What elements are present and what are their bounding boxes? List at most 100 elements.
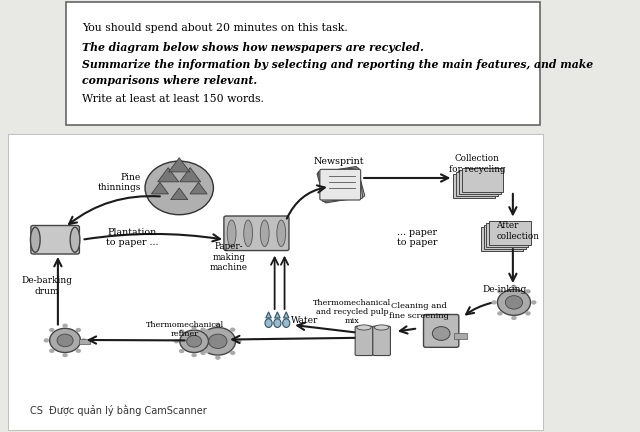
Circle shape (200, 327, 206, 332)
Text: Pine
thinnings: Pine thinnings (97, 173, 141, 192)
Text: Thermomechanical
and recycled pulp
mix: Thermomechanical and recycled pulp mix (313, 299, 391, 325)
Circle shape (191, 325, 197, 330)
Text: You should spend about 20 minutes on this task.: You should spend about 20 minutes on thi… (82, 23, 348, 33)
Circle shape (200, 327, 236, 355)
FancyBboxPatch shape (318, 168, 363, 201)
FancyBboxPatch shape (484, 225, 525, 249)
Circle shape (209, 339, 214, 343)
Polygon shape (151, 182, 168, 194)
Ellipse shape (277, 220, 285, 247)
Circle shape (492, 300, 497, 305)
FancyBboxPatch shape (453, 174, 495, 198)
FancyBboxPatch shape (486, 223, 528, 247)
Ellipse shape (265, 319, 272, 327)
FancyBboxPatch shape (372, 326, 390, 356)
Text: Thermomechanical
refiner: Thermomechanical refiner (146, 321, 224, 338)
FancyBboxPatch shape (355, 326, 372, 356)
FancyBboxPatch shape (317, 167, 365, 203)
Text: The diagram below shows how newspapers are recycled.: The diagram below shows how newspapers a… (82, 42, 424, 53)
FancyBboxPatch shape (456, 172, 498, 196)
FancyBboxPatch shape (66, 2, 540, 125)
Ellipse shape (356, 325, 371, 330)
Text: ... paper
to paper: ... paper to paper (397, 228, 438, 247)
Circle shape (204, 349, 209, 353)
Circle shape (204, 329, 209, 334)
Circle shape (76, 349, 81, 353)
Circle shape (433, 327, 450, 340)
Circle shape (81, 338, 86, 343)
Circle shape (145, 161, 213, 215)
Polygon shape (171, 188, 188, 200)
FancyBboxPatch shape (489, 221, 531, 245)
Text: Paper-
making
machine: Paper- making machine (210, 242, 248, 272)
Text: Collection
for recycling: Collection for recycling (449, 155, 505, 174)
FancyBboxPatch shape (224, 216, 289, 251)
FancyBboxPatch shape (320, 169, 361, 200)
Polygon shape (180, 168, 201, 182)
Circle shape (44, 338, 49, 343)
Circle shape (57, 334, 73, 347)
Text: De-inking: De-inking (483, 285, 527, 294)
Circle shape (50, 328, 81, 353)
Circle shape (209, 334, 227, 349)
Ellipse shape (260, 220, 269, 247)
FancyBboxPatch shape (31, 226, 79, 254)
Circle shape (236, 339, 241, 343)
Circle shape (506, 295, 523, 309)
Circle shape (525, 311, 531, 315)
Circle shape (215, 323, 221, 327)
Circle shape (76, 328, 81, 332)
Circle shape (49, 328, 54, 332)
Text: Water: Water (291, 316, 319, 325)
Circle shape (62, 324, 68, 328)
Text: After
collection: After collection (497, 222, 540, 241)
Text: CS  Được quản lý bằng CamScanner: CS Được quản lý bằng CamScanner (30, 404, 207, 416)
Circle shape (49, 349, 54, 353)
FancyBboxPatch shape (424, 314, 459, 347)
Text: comparisons where relevant.: comparisons where relevant. (82, 75, 257, 86)
Circle shape (173, 339, 179, 343)
Circle shape (511, 285, 516, 289)
Ellipse shape (283, 319, 290, 327)
FancyBboxPatch shape (454, 333, 467, 339)
FancyBboxPatch shape (461, 168, 504, 192)
Circle shape (191, 353, 197, 357)
Polygon shape (157, 168, 179, 182)
Text: Cleaning and
fine screening: Cleaning and fine screening (389, 302, 449, 320)
FancyBboxPatch shape (79, 339, 90, 344)
Text: Newsprint: Newsprint (314, 157, 364, 166)
Circle shape (215, 356, 221, 360)
Polygon shape (284, 312, 289, 318)
Circle shape (497, 311, 502, 315)
Polygon shape (169, 158, 189, 172)
Polygon shape (275, 312, 280, 318)
Circle shape (187, 335, 202, 347)
Circle shape (179, 349, 184, 353)
Circle shape (531, 300, 536, 305)
FancyBboxPatch shape (8, 134, 543, 430)
Circle shape (179, 329, 184, 334)
Ellipse shape (227, 220, 236, 247)
Circle shape (230, 351, 236, 355)
Ellipse shape (70, 227, 80, 252)
Ellipse shape (31, 227, 40, 252)
Polygon shape (190, 182, 207, 194)
Text: Plantation
to paper ...: Plantation to paper ... (106, 228, 159, 247)
Circle shape (194, 339, 200, 343)
Circle shape (497, 289, 502, 294)
Circle shape (511, 316, 516, 320)
Circle shape (180, 330, 209, 353)
Circle shape (62, 353, 68, 357)
Text: Summarize the information by selecting and reporting the main features, and make: Summarize the information by selecting a… (82, 59, 593, 70)
Ellipse shape (274, 319, 281, 327)
Circle shape (497, 289, 531, 315)
Text: De-barking
drum: De-barking drum (21, 276, 72, 296)
Text: Write at least at least 150 words.: Write at least at least 150 words. (82, 94, 264, 104)
Circle shape (525, 289, 531, 294)
Circle shape (200, 351, 206, 355)
Circle shape (230, 327, 236, 332)
Ellipse shape (244, 220, 253, 247)
FancyBboxPatch shape (459, 170, 500, 194)
FancyBboxPatch shape (481, 227, 523, 251)
Ellipse shape (374, 325, 388, 330)
